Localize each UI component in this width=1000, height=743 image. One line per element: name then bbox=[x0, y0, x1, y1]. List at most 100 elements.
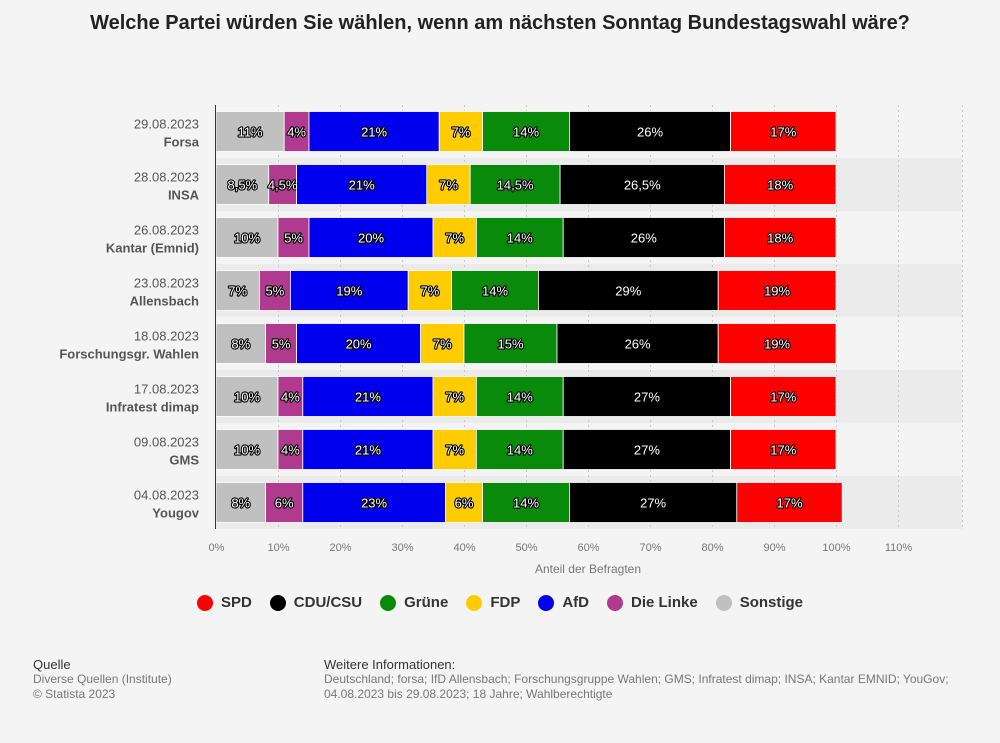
data-label: 17% bbox=[770, 390, 796, 405]
copyright-text: © Statista 2023 bbox=[33, 687, 116, 701]
bar-segment-sonstige bbox=[215, 429, 279, 470]
data-label: 8% bbox=[231, 496, 250, 511]
bar-segment-spd bbox=[724, 164, 837, 205]
bar-segment-spd bbox=[724, 217, 837, 258]
data-label: 8% bbox=[231, 337, 250, 352]
data-label: 8,5% bbox=[228, 178, 258, 193]
bar-segment-cdu-csu bbox=[556, 323, 719, 364]
data-label: 6% bbox=[455, 496, 474, 511]
category-institute: GMS bbox=[169, 453, 199, 468]
legend: SPD CDU/CSU Grüne FDP AfD Die Linke Sonstige bbox=[0, 594, 1000, 611]
legend-item[interactable]: CDU/CSU bbox=[269, 594, 363, 611]
legend-marker bbox=[538, 594, 555, 611]
bar-segment-sonstige bbox=[215, 376, 279, 417]
bar-segment-sonstige bbox=[215, 323, 266, 364]
legend-item[interactable]: SPD bbox=[196, 594, 252, 611]
category-date: 26.08.2023 bbox=[134, 223, 199, 238]
bar-segment-sonstige bbox=[215, 482, 266, 523]
data-label: 7% bbox=[445, 390, 464, 405]
data-label: 4,5% bbox=[268, 178, 298, 193]
data-label: 26,5% bbox=[624, 178, 661, 193]
data-label: 17% bbox=[770, 443, 796, 458]
data-label: 27% bbox=[634, 390, 660, 405]
legend-marker bbox=[607, 594, 623, 611]
data-label: 14% bbox=[513, 496, 539, 511]
x-tick-label: 70% bbox=[639, 542, 661, 554]
data-label: 7% bbox=[452, 125, 471, 140]
data-label: 18% bbox=[767, 178, 793, 193]
data-label: 7% bbox=[228, 284, 247, 299]
data-label: 7% bbox=[439, 178, 458, 193]
legend-label: Die Linke bbox=[631, 594, 698, 611]
data-label: 21% bbox=[355, 390, 381, 405]
bar-segment-gr-ne bbox=[482, 111, 570, 152]
x-tick-label: 60% bbox=[577, 542, 599, 554]
x-axis-label: Anteil der Befragten bbox=[535, 562, 641, 576]
category-institute: Forsa bbox=[164, 135, 200, 150]
data-label: 14% bbox=[482, 284, 508, 299]
category-date: 29.08.2023 bbox=[134, 117, 199, 132]
bar-segment-spd bbox=[730, 376, 837, 417]
legend-label: CDU/CSU bbox=[293, 594, 363, 611]
bar-segment-die-linke bbox=[277, 217, 310, 258]
x-tick-label: 10% bbox=[267, 542, 289, 554]
bar-segment-spd bbox=[736, 482, 843, 523]
bar-segment-gr-ne bbox=[451, 270, 539, 311]
data-label: 26% bbox=[631, 231, 657, 246]
data-label: 10% bbox=[234, 443, 260, 458]
legend-item[interactable]: FDP bbox=[466, 594, 520, 611]
chart-area: 0% 10% 20% 30% 40% 50% 60% 70% 80% 90% 100% 110% Ant… bbox=[59, 105, 963, 576]
bar-segment-cdu-csu bbox=[562, 376, 732, 417]
bar-segment-fdp bbox=[426, 164, 471, 205]
x-tick-label: 40% bbox=[453, 542, 475, 554]
legend-item[interactable]: AfD bbox=[538, 594, 589, 611]
category-date: 09.08.2023 bbox=[134, 435, 199, 450]
bar-segment-afd bbox=[308, 217, 434, 258]
bar-segment-die-linke bbox=[283, 111, 310, 152]
legend-label: FDP bbox=[490, 594, 521, 611]
data-label: 7% bbox=[421, 284, 440, 299]
data-label: 29% bbox=[615, 284, 641, 299]
bar-segment-fdp bbox=[420, 323, 465, 364]
data-label: 10% bbox=[234, 231, 260, 246]
data-label: 5% bbox=[266, 284, 285, 299]
source-text: Diverse Quellen (Institute) bbox=[33, 672, 172, 686]
data-label: 14% bbox=[507, 231, 533, 246]
data-label: 4% bbox=[287, 125, 306, 140]
data-label: 20% bbox=[346, 337, 372, 352]
x-tick-label: 90% bbox=[763, 542, 785, 554]
legend-label: SPD bbox=[220, 594, 252, 611]
legend-marker bbox=[269, 594, 286, 611]
data-label: 17% bbox=[776, 496, 802, 511]
legend-label: Grüne bbox=[404, 594, 449, 611]
bar-segment-afd bbox=[302, 376, 434, 417]
bar-segment-sonstige bbox=[215, 270, 260, 311]
bar-segment-fdp bbox=[432, 217, 477, 258]
bar-segment-sonstige bbox=[215, 217, 279, 258]
x-tick-label: 20% bbox=[329, 542, 351, 554]
bar-segment-spd bbox=[717, 323, 837, 364]
category-date: 04.08.2023 bbox=[134, 488, 199, 503]
bar-segment-cdu-csu bbox=[562, 429, 732, 470]
legend-item[interactable]: Grüne bbox=[380, 594, 448, 611]
category-institute: Kantar (Emnid) bbox=[106, 241, 199, 256]
data-label: 14% bbox=[507, 443, 533, 458]
bar-segment-cdu-csu bbox=[562, 217, 725, 258]
data-label: 10% bbox=[234, 390, 260, 405]
bar-segment-die-linke bbox=[268, 164, 298, 205]
x-tick-label: 100% bbox=[822, 542, 850, 554]
bar-segment-spd bbox=[717, 270, 837, 311]
data-label: 19% bbox=[764, 284, 790, 299]
legend-item[interactable]: Die Linke bbox=[607, 594, 698, 611]
bar-segment-spd bbox=[730, 429, 837, 470]
bar-segment-afd bbox=[302, 482, 446, 523]
legend-item[interactable]: Sonstige bbox=[715, 594, 803, 611]
bar-segment-die-linke bbox=[277, 376, 304, 417]
data-label: 18% bbox=[767, 231, 793, 246]
data-label: 27% bbox=[634, 443, 660, 458]
data-label: 4% bbox=[281, 443, 300, 458]
data-label: 14% bbox=[513, 125, 539, 140]
data-label: 7% bbox=[445, 231, 464, 246]
bar-segment-cdu-csu bbox=[569, 482, 738, 523]
bar-segment-cdu-csu bbox=[559, 164, 725, 205]
